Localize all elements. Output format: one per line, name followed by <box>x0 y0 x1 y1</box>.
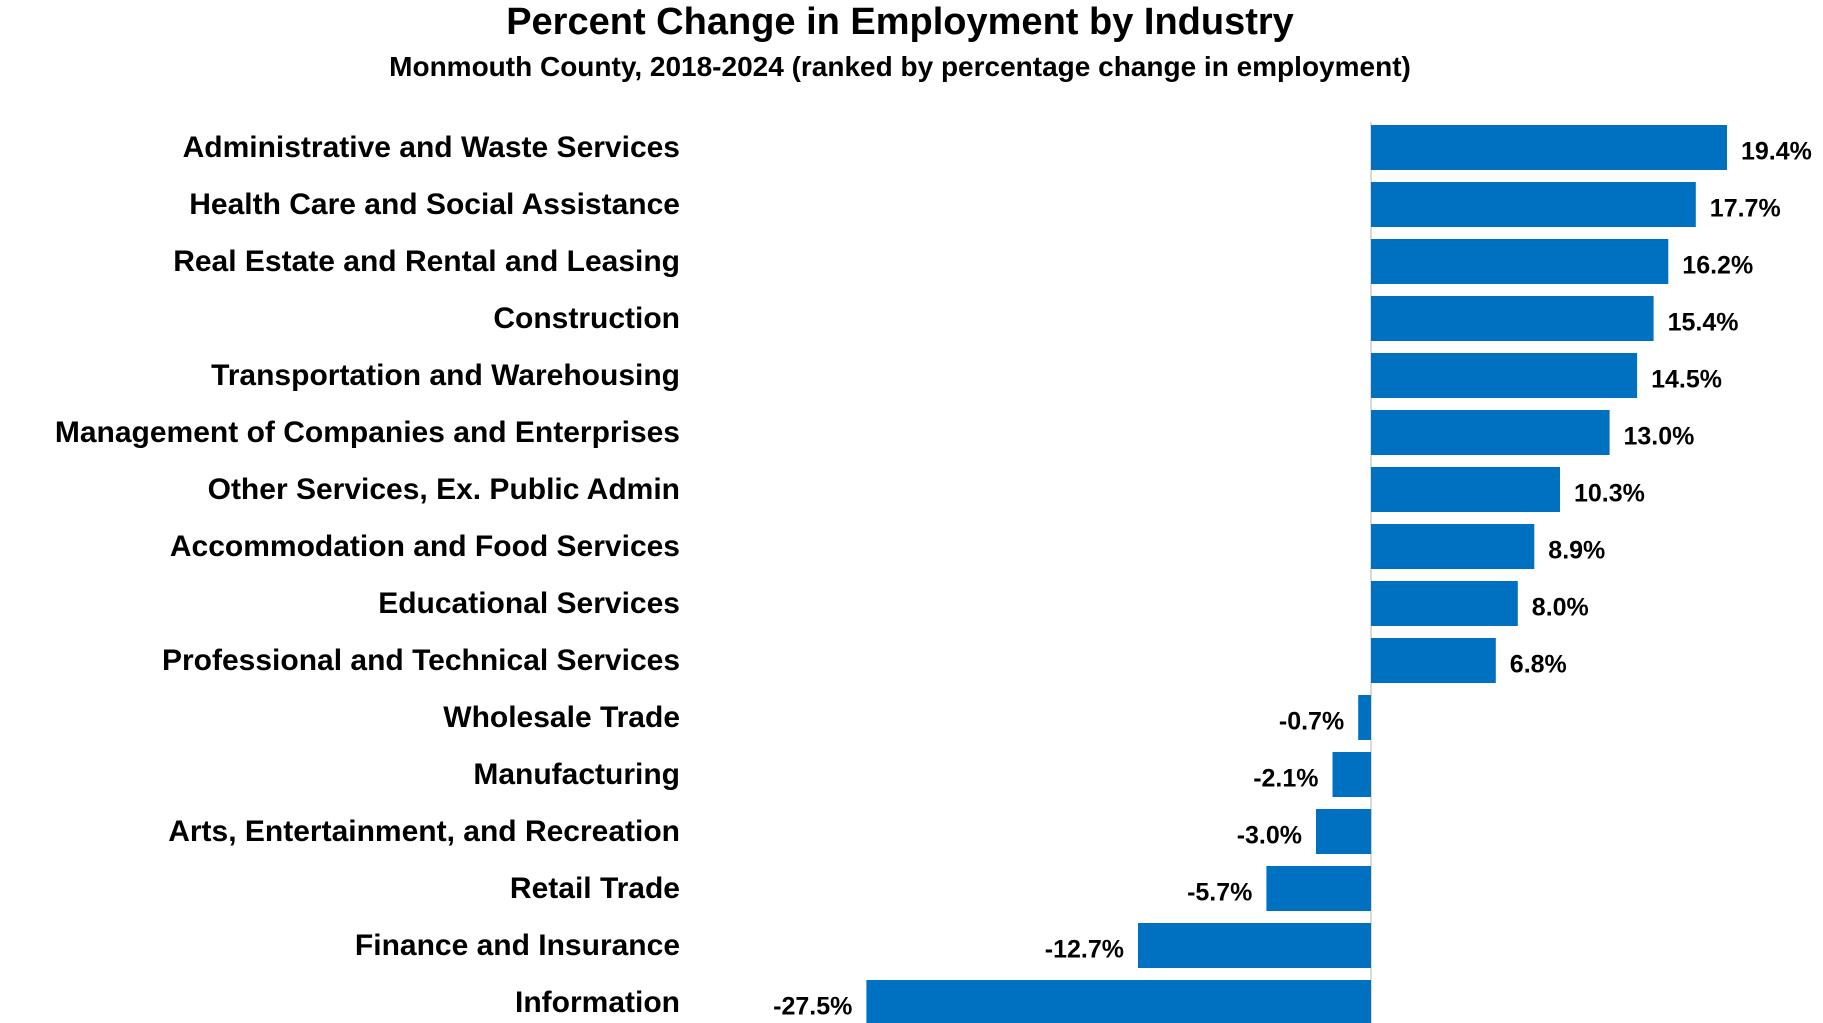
bar-finance-and-insurance <box>1138 923 1371 968</box>
value-label-other-services-ex-public-admin: 10.3% <box>1574 480 1645 508</box>
bar-management-of-companies-and-enterprises <box>1371 410 1610 455</box>
category-label-accommodation-and-food-services: Accommodation and Food Services <box>170 530 680 563</box>
value-label-real-estate-and-rental-and-leasing: 16.2% <box>1682 252 1753 280</box>
value-label-finance-and-insurance: -12.7% <box>1045 936 1124 964</box>
category-label-real-estate-and-rental-and-leasing: Real Estate and Rental and Leasing <box>173 245 680 278</box>
value-label-health-care-and-social-assistance: 17.7% <box>1710 195 1781 223</box>
bar-construction <box>1371 296 1654 341</box>
bar-professional-and-technical-services <box>1371 638 1496 683</box>
category-label-management-of-companies-and-enterprises: Management of Companies and Enterprises <box>55 416 680 449</box>
chart-subtitle: Monmouth County, 2018-2024 (ranked by pe… <box>389 51 1411 82</box>
value-label-educational-services: 8.0% <box>1532 594 1589 622</box>
value-label-transportation-and-warehousing: 14.5% <box>1651 366 1722 394</box>
category-label-health-care-and-social-assistance: Health Care and Social Assistance <box>189 188 680 221</box>
category-label-professional-and-technical-services: Professional and Technical Services <box>162 644 680 677</box>
bar-retail-trade <box>1266 866 1371 911</box>
category-label-administrative-and-waste-services: Administrative and Waste Services <box>183 131 680 164</box>
category-label-retail-trade: Retail Trade <box>510 872 680 905</box>
category-label-educational-services: Educational Services <box>378 587 680 620</box>
chart-title: Percent Change in Employment by Industry <box>506 1 1294 43</box>
bar-accommodation-and-food-services <box>1371 524 1535 569</box>
value-label-wholesale-trade: -0.7% <box>1279 708 1344 736</box>
bar-educational-services <box>1371 581 1518 626</box>
bar-transportation-and-warehousing <box>1371 353 1638 398</box>
value-label-construction: 15.4% <box>1668 309 1739 337</box>
bar-health-care-and-social-assistance <box>1371 182 1696 227</box>
bar-information <box>866 980 1371 1023</box>
category-label-finance-and-insurance: Finance and Insurance <box>355 929 680 962</box>
bar-manufacturing <box>1332 752 1371 797</box>
value-label-arts-entertainment-and-recreation: -3.0% <box>1237 822 1302 850</box>
bar-real-estate-and-rental-and-leasing <box>1371 239 1669 284</box>
value-label-accommodation-and-food-services: 8.9% <box>1548 537 1605 565</box>
value-label-information: -27.5% <box>773 993 852 1021</box>
bar-wholesale-trade <box>1358 695 1371 740</box>
category-label-manufacturing: Manufacturing <box>473 758 680 791</box>
bar-other-services-ex-public-admin <box>1371 467 1560 512</box>
value-label-retail-trade: -5.7% <box>1187 879 1252 907</box>
value-labels: 19.4% 17.7% 16.2% 15.4% 14.5% 13.0% 10.3% 8.9% 8… <box>773 138 1812 1021</box>
value-label-administrative-and-waste-services: 19.4% <box>1741 138 1812 166</box>
category-label-transportation-and-warehousing: Transportation and Warehousing <box>211 359 680 392</box>
bar-arts-entertainment-and-recreation <box>1316 809 1372 854</box>
category-label-construction: Construction <box>493 302 680 335</box>
category-labels: Administrative and Waste Services Health … <box>55 131 680 1019</box>
category-label-other-services-ex-public-admin: Other Services, Ex. Public Admin <box>208 473 680 506</box>
bars <box>866 125 1727 1023</box>
category-label-wholesale-trade: Wholesale Trade <box>443 701 680 734</box>
category-label-arts-entertainment-and-recreation: Arts, Entertainment, and Recreation <box>168 815 680 848</box>
value-label-management-of-companies-and-enterprises: 13.0% <box>1624 423 1695 451</box>
value-label-manufacturing: -2.1% <box>1253 765 1318 793</box>
category-label-information: Information <box>515 986 680 1019</box>
bar-administrative-and-waste-services <box>1371 125 1727 170</box>
value-label-professional-and-technical-services: 6.8% <box>1510 651 1567 679</box>
